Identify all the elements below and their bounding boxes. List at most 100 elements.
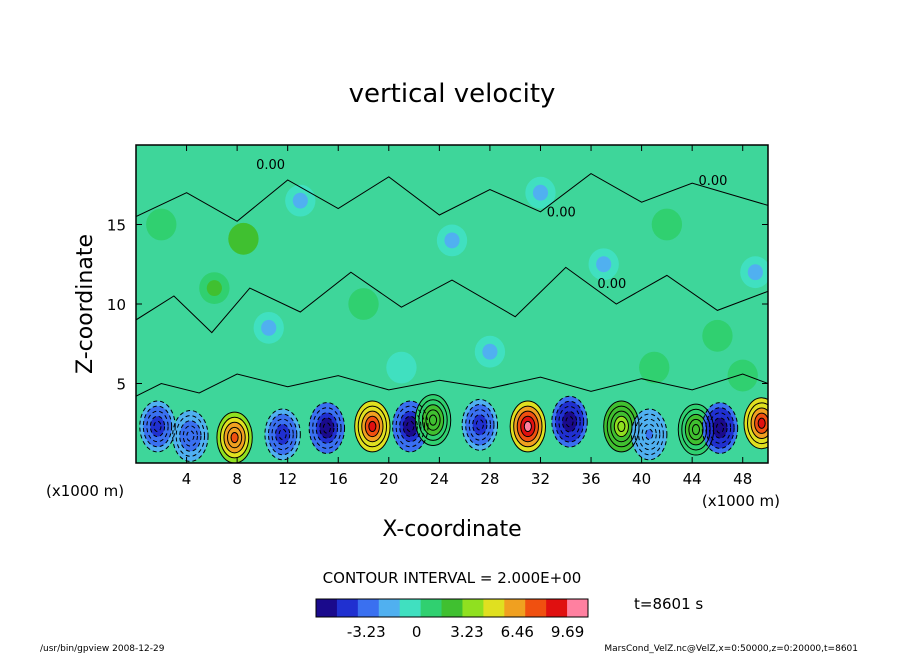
contour-line bbox=[747, 402, 768, 445]
contour-line bbox=[395, 405, 425, 448]
contour-line bbox=[638, 418, 661, 451]
contour-line bbox=[688, 418, 704, 441]
colorbar-swatch bbox=[567, 599, 589, 617]
heatmap-cell bbox=[153, 216, 169, 233]
contour-line bbox=[554, 400, 585, 443]
x-axis-label: X-coordinate bbox=[382, 517, 521, 542]
heatmap-cell bbox=[716, 422, 724, 434]
heatmap-cell bbox=[355, 296, 372, 312]
heatmap-cell bbox=[292, 192, 308, 209]
contour-line bbox=[361, 410, 384, 443]
colorbar-swatch bbox=[336, 599, 359, 617]
heatmap-cell bbox=[235, 230, 252, 247]
contour-line bbox=[603, 400, 640, 453]
contour-line bbox=[139, 400, 176, 453]
heatmap-cell bbox=[735, 367, 751, 384]
contour-line bbox=[617, 420, 626, 433]
colorbar-swatch bbox=[316, 599, 338, 617]
heatmap-cell bbox=[659, 216, 675, 233]
contour-line bbox=[414, 394, 452, 447]
contour-interval-text: CONTOUR INTERVAL = 2.000E+00 bbox=[323, 569, 582, 587]
heatmap-cell bbox=[231, 432, 239, 443]
colorbar-swatch bbox=[357, 599, 380, 617]
contour-line bbox=[322, 422, 331, 434]
y-tick-label: 15 bbox=[107, 217, 126, 235]
contour-line bbox=[136, 173, 768, 222]
contour-line bbox=[551, 395, 588, 448]
heatmap-cell bbox=[261, 319, 277, 336]
x-tick-label: 32 bbox=[531, 470, 550, 488]
contour-line bbox=[520, 415, 536, 438]
colorbar-swatch bbox=[483, 599, 505, 617]
contour-line bbox=[743, 397, 768, 450]
contour-line bbox=[684, 413, 708, 446]
contour-line bbox=[523, 420, 532, 433]
contour-line bbox=[561, 410, 578, 433]
heatmap-cell bbox=[617, 421, 625, 432]
contour-line bbox=[513, 405, 543, 448]
contour-line bbox=[227, 426, 243, 449]
colorbar-swatch bbox=[378, 599, 401, 617]
x-unit-right: (x1000 m) bbox=[702, 492, 780, 510]
contour-line bbox=[558, 405, 581, 438]
contour-line bbox=[264, 408, 301, 461]
contour-line bbox=[357, 405, 388, 448]
heatmap-cell bbox=[645, 429, 653, 440]
heatmap-cell bbox=[758, 418, 766, 429]
contour-line bbox=[219, 416, 250, 459]
heatmap-cell bbox=[692, 424, 700, 435]
colorbar-tick-label: 0 bbox=[412, 623, 422, 641]
contour-line bbox=[354, 400, 391, 453]
contour-line bbox=[516, 410, 539, 443]
heatmap-cell bbox=[524, 421, 532, 432]
contour-line bbox=[146, 410, 169, 443]
contour-line bbox=[472, 414, 488, 436]
contour-line bbox=[402, 415, 418, 438]
contour-line bbox=[275, 423, 291, 446]
colorbar-tick-label: 6.46 bbox=[501, 623, 534, 641]
contour-line bbox=[149, 415, 166, 438]
contour-line bbox=[715, 422, 725, 434]
contour-line bbox=[465, 403, 495, 446]
contour-line bbox=[267, 413, 298, 456]
contour-line bbox=[223, 421, 246, 454]
colorbar-swatch bbox=[420, 599, 443, 617]
colorbar bbox=[316, 599, 589, 617]
x-tick-label: 44 bbox=[683, 470, 702, 488]
colorbar-swatch bbox=[546, 599, 568, 617]
heatmap-cell bbox=[206, 280, 222, 297]
colorbar-tick-label: 3.23 bbox=[450, 623, 483, 641]
contour-line bbox=[677, 403, 715, 456]
x-unit-left: (x1000 m) bbox=[46, 482, 124, 500]
contour-label: 0.00 bbox=[597, 277, 626, 292]
heatmap-cell bbox=[596, 256, 612, 273]
contour-line bbox=[645, 428, 654, 440]
contour-line bbox=[475, 419, 484, 431]
y-tick-label: 10 bbox=[107, 296, 126, 314]
footer-right: MarsCond_VelZ.nc@VelZ,x=0:50000,z=0:2000… bbox=[604, 644, 858, 654]
contour-line bbox=[754, 412, 768, 434]
x-tick-label: 12 bbox=[278, 470, 297, 488]
contour-line bbox=[278, 428, 287, 440]
contour-line bbox=[406, 420, 415, 433]
y-axis-ticks: 5 10 15 bbox=[107, 217, 768, 394]
contour-line bbox=[319, 417, 335, 439]
contour-line bbox=[757, 417, 766, 429]
contour-line bbox=[364, 415, 380, 438]
contour-line bbox=[565, 416, 574, 428]
contour-label: 0.00 bbox=[547, 206, 576, 221]
heatmap-cell bbox=[368, 421, 376, 432]
heatmap-cell bbox=[323, 422, 331, 434]
contour-line bbox=[142, 405, 173, 448]
colorbar-swatch bbox=[462, 599, 484, 617]
colorbar-tick-label: -3.23 bbox=[347, 623, 386, 641]
x-tick-label: 28 bbox=[480, 470, 499, 488]
contour-line bbox=[461, 398, 499, 451]
contour-line bbox=[509, 400, 547, 453]
contour-line bbox=[701, 402, 739, 454]
contour-label: 0.00 bbox=[698, 174, 727, 189]
heatmap-cell bbox=[482, 343, 498, 360]
heatmap-cell bbox=[747, 264, 763, 281]
contour-line bbox=[186, 430, 195, 442]
